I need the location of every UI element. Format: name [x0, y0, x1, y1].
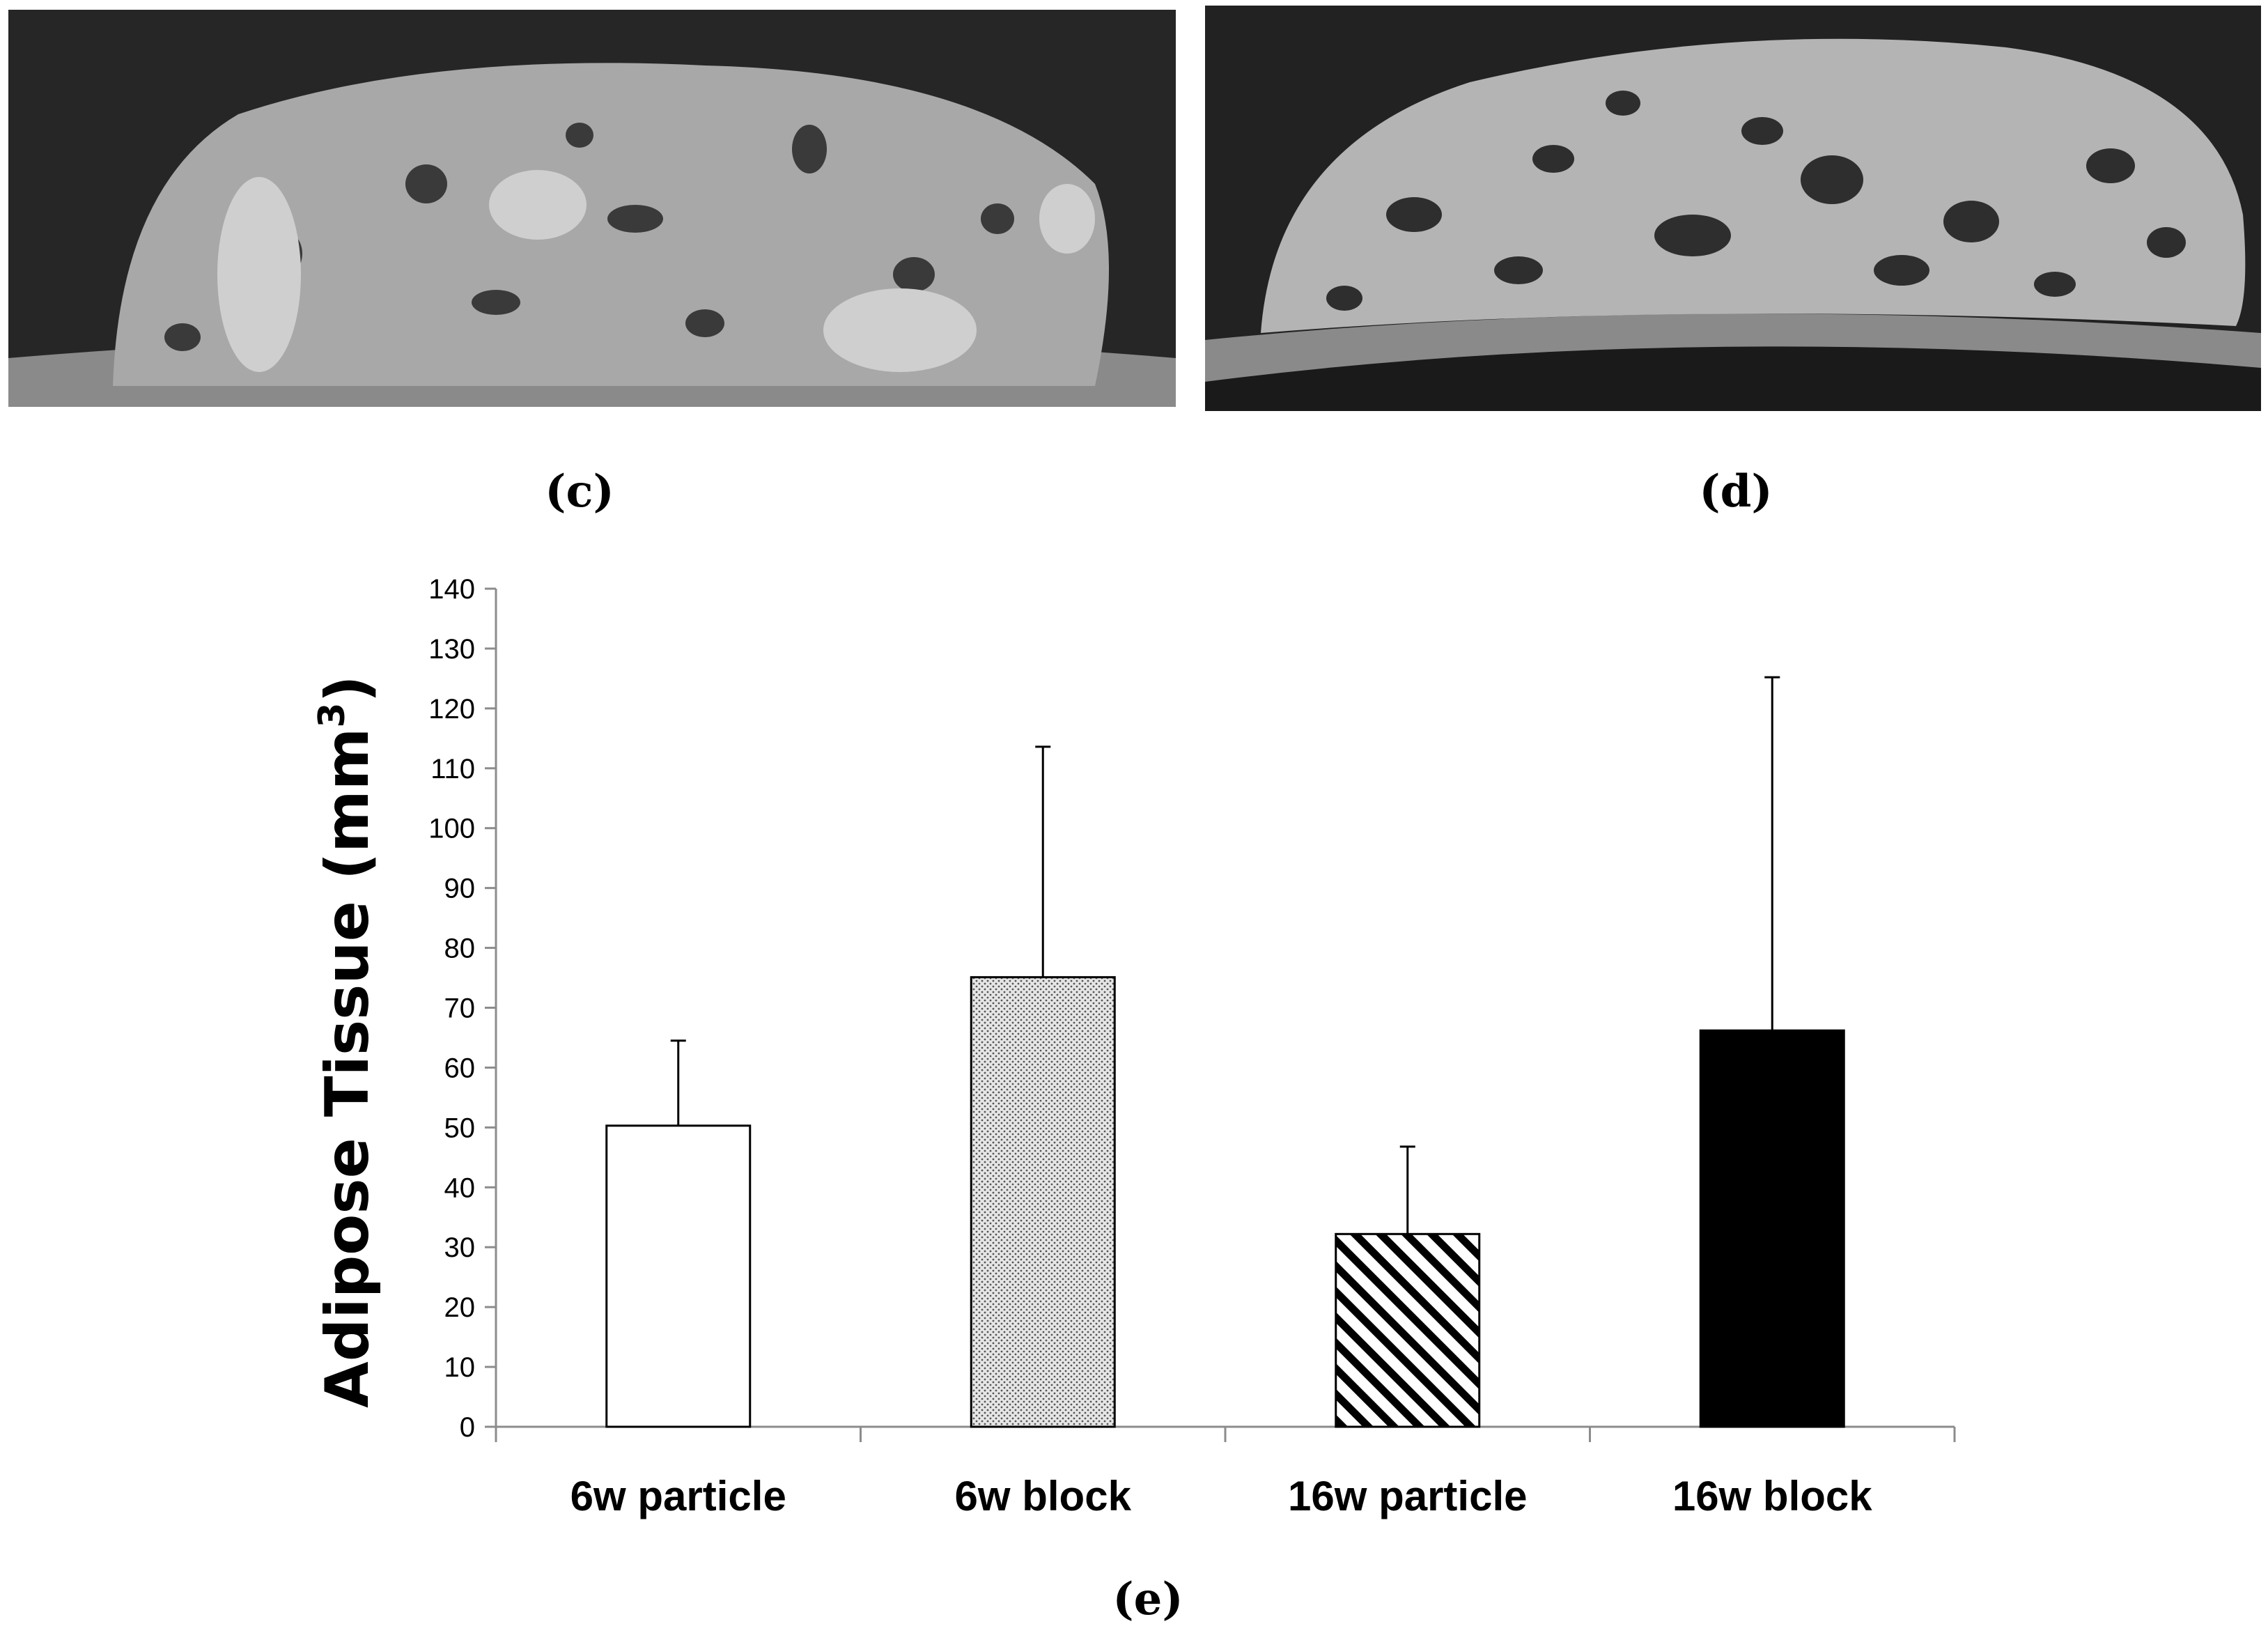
bar	[605, 1124, 752, 1428]
y-tick-label: 20	[444, 1292, 476, 1323]
y-tick-label: 30	[444, 1232, 476, 1263]
y-axis-label-close: )	[313, 675, 382, 702]
bar-chart: 0 10 20 30 40 50 60 70 80 90 100 110 120 130 140 6w pa…	[311, 574, 1956, 1519]
y-tick-label: 140	[428, 574, 475, 605]
y-tick-label: 100	[428, 814, 475, 844]
bar	[1335, 1232, 1481, 1428]
panel-label-e: (e)	[1112, 1573, 1183, 1625]
y-tick-label: 80	[444, 934, 476, 964]
panel-label-d: (d)	[1699, 465, 1773, 518]
y-axis-label-text: Adipose Tissue (mm	[313, 728, 382, 1408]
ct-image-c	[8, 10, 1176, 407]
ct-image-d	[1205, 6, 2261, 411]
x-tick-label: 16w particle	[1288, 1473, 1528, 1519]
y-axis-label: Adipose Tissue (mm3)	[311, 675, 382, 1408]
x-axis: 6w particle 6w block 16w particle 16w block	[495, 1425, 1956, 1519]
y-tick-label: 40	[444, 1172, 476, 1203]
y-tick-label: 110	[430, 754, 475, 784]
x-tick-label: 6w block	[955, 1473, 1132, 1519]
ct-image-c-drawing	[8, 10, 1176, 407]
y-axis-label-superscript: 3	[311, 702, 353, 727]
x-tick-label: 16w block	[1672, 1473, 1872, 1519]
y-tick-label: 70	[444, 993, 476, 1024]
x-tick-label: 6w particle	[570, 1473, 786, 1519]
y-tick-label: 90	[444, 874, 476, 904]
ct-image-d-drawing	[1205, 6, 2261, 411]
y-tick-label: 60	[444, 1053, 476, 1083]
bars	[605, 676, 1845, 1428]
panel-label-c: (c)	[545, 465, 614, 518]
y-tick-label: 50	[444, 1113, 476, 1143]
bar	[1699, 1029, 1845, 1428]
bar	[970, 976, 1116, 1428]
y-tick-label: 0	[460, 1412, 475, 1443]
y-tick-label: 120	[428, 694, 475, 725]
y-tick-label: 10	[444, 1352, 476, 1383]
y-axis: 0 10 20 30 40 50 60 70 80 90 100 110 120 130 140	[428, 574, 497, 1443]
y-tick-label: 130	[428, 634, 475, 665]
